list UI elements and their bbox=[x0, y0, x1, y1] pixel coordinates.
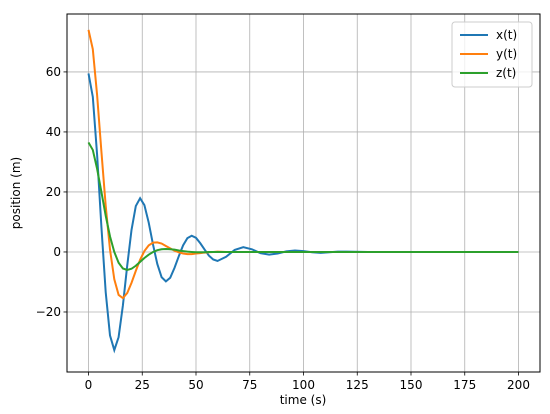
y-tick-label: 0 bbox=[53, 245, 61, 259]
legend-label: y(t) bbox=[496, 47, 517, 61]
x-tick-label: 0 bbox=[85, 378, 93, 392]
y-tick-label: 20 bbox=[46, 185, 61, 199]
series-line bbox=[87, 141, 519, 272]
x-tick-label: 25 bbox=[135, 378, 150, 392]
x-tick-label: 50 bbox=[188, 378, 203, 392]
x-tick-label: 200 bbox=[507, 378, 530, 392]
x-tick-label: 125 bbox=[346, 378, 369, 392]
y-tick-label: 40 bbox=[46, 125, 61, 139]
y-tick-label: 60 bbox=[46, 65, 61, 79]
x-tick-label: 75 bbox=[242, 378, 257, 392]
y-tick-label: −20 bbox=[36, 305, 61, 319]
legend-label: x(t) bbox=[496, 28, 517, 42]
x-tick-label: 150 bbox=[400, 378, 423, 392]
x-axis-label: time (s) bbox=[280, 393, 327, 407]
x-tick-label: 175 bbox=[453, 378, 476, 392]
legend: x(t) y(t) z(t) bbox=[451, 21, 533, 88]
legend-box bbox=[451, 21, 533, 88]
y-axis-label: position (m) bbox=[9, 157, 23, 229]
x-tick-label: 100 bbox=[292, 378, 315, 392]
plot-frame bbox=[66, 13, 541, 373]
legend-label: z(t) bbox=[496, 66, 516, 80]
